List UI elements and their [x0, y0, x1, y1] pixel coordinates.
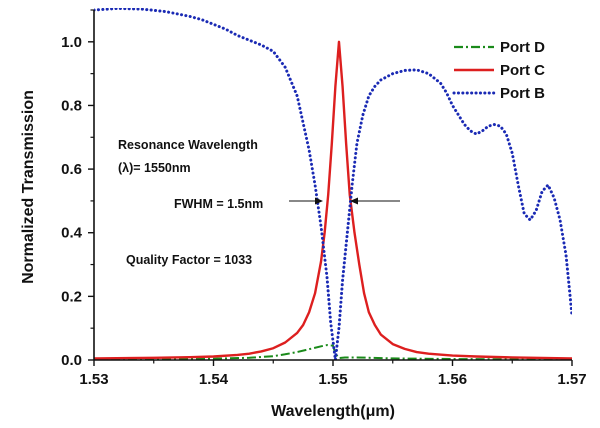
y-axis-title: Normalized Transmission [20, 90, 37, 284]
legend-label-port-d: Port D [500, 39, 545, 56]
series-line-port-b [94, 8, 572, 360]
y-tick-label: 0.8 [61, 97, 82, 114]
y-tick-label: 0.4 [61, 225, 83, 242]
y-tick-label: 0.2 [61, 288, 82, 305]
series-line-port-d [94, 344, 572, 360]
legend-label-port-b: Port B [500, 85, 545, 102]
series-line-port-c [94, 40, 572, 360]
fwhm-left-arrowhead [315, 197, 323, 205]
fwhm-label: FWHM = 1.5nm [174, 197, 263, 211]
x-tick-label: 1.56 [438, 371, 467, 388]
y-tick-label: 0.6 [61, 161, 82, 178]
y-tick-label: 0.0 [61, 352, 82, 369]
legend: Port D Port C Port B [452, 39, 545, 102]
fwhm-right-arrowhead [350, 197, 358, 205]
x-tick-label: 1.57 [557, 371, 586, 388]
resonance-wavelength-value: (λ)= 1550nm [118, 161, 191, 175]
x-axis-ticks: 1.53 1.54 1.55 1.56 1.57 [79, 360, 587, 388]
plot-area [94, 8, 572, 360]
x-tick-label: 1.54 [199, 371, 229, 388]
quality-factor-label: Quality Factor = 1033 [126, 253, 252, 267]
x-axis-title: Wavelength(μm) [271, 403, 395, 420]
y-axis-ticks: 0.0 0.2 0.4 0.6 0.8 1.0 [61, 9, 94, 369]
y-tick-label: 1.0 [61, 34, 82, 51]
resonance-wavelength-label: Resonance Wavelength [118, 138, 258, 152]
legend-label-port-c: Port C [500, 62, 545, 79]
x-tick-label: 1.55 [318, 371, 347, 388]
x-tick-label: 1.53 [79, 371, 108, 388]
